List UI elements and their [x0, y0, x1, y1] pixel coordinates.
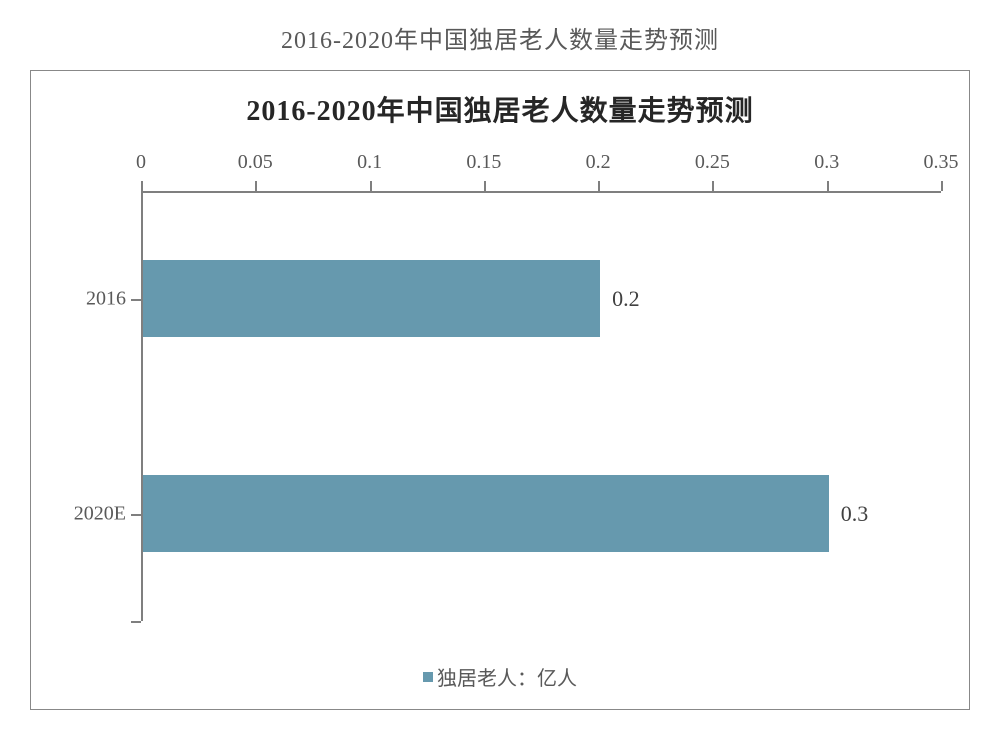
- x-tick: [255, 181, 257, 191]
- category-label: 2016: [46, 287, 126, 310]
- x-tick: [598, 181, 600, 191]
- bar-value-label: 0.3: [829, 501, 869, 527]
- x-tick-label: 0.35: [924, 151, 959, 174]
- x-tick: [484, 181, 486, 191]
- y-axis-line: [141, 191, 143, 621]
- x-tick: [712, 181, 714, 191]
- legend-swatch: [423, 672, 433, 682]
- x-tick-label: 0.2: [586, 151, 611, 174]
- chart-title: 2016-2020年中国独居老人数量走势预测: [31, 71, 969, 129]
- legend-label: 独居老人：亿人: [437, 668, 577, 690]
- x-tick-label: 0.15: [466, 151, 501, 174]
- x-tick: [827, 181, 829, 191]
- legend: 独居老人：亿人: [31, 662, 969, 691]
- x-tick-label: 0.05: [238, 151, 273, 174]
- category-label: 2020E: [46, 502, 126, 525]
- x-tick: [941, 181, 943, 191]
- y-tick: [131, 514, 141, 516]
- y-tick: [131, 299, 141, 301]
- chart-frame: 2016-2020年中国独居老人数量走势预测 00.050.10.150.20.…: [30, 70, 970, 710]
- x-tick-label: 0.25: [695, 151, 730, 174]
- y-tick: [131, 621, 141, 623]
- bar-value-label: 0.2: [600, 286, 640, 312]
- x-tick-label: 0.3: [814, 151, 839, 174]
- plot-area: 00.050.10.150.20.250.30.3520160.22020E0.…: [141, 191, 941, 621]
- x-tick: [370, 181, 372, 191]
- x-tick: [141, 181, 143, 191]
- x-tick-label: 0.1: [357, 151, 382, 174]
- bar: [143, 475, 829, 552]
- x-axis-line: [141, 191, 941, 193]
- bar: [143, 260, 600, 337]
- outer-title: 2016-2020年中国独居老人数量走势预测: [0, 0, 1000, 55]
- x-tick-label: 0: [136, 151, 146, 174]
